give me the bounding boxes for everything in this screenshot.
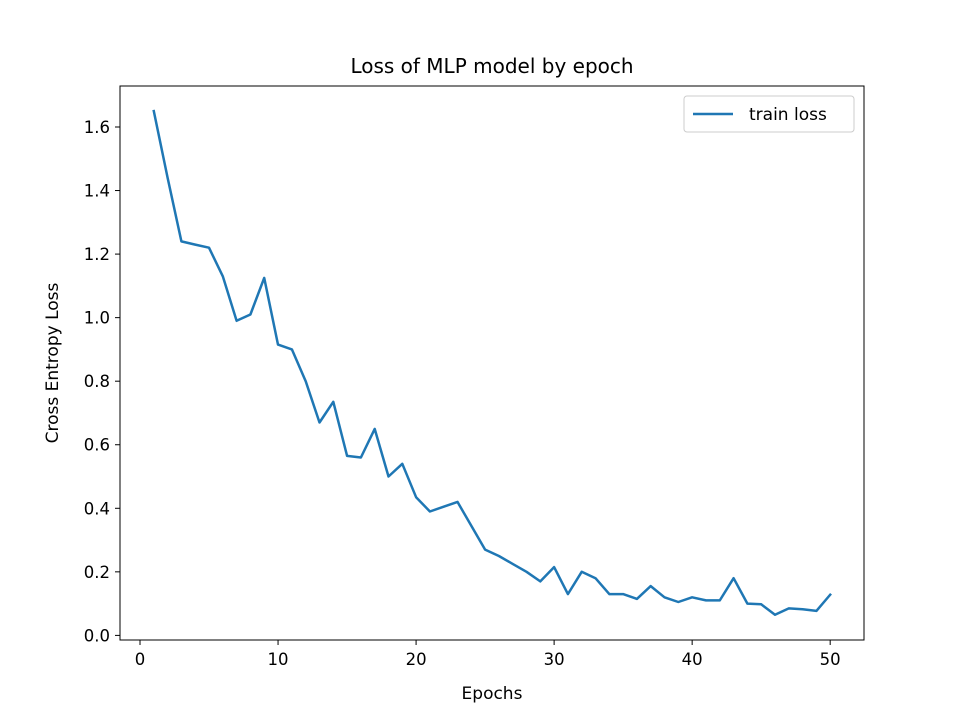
series-group (152, 109, 832, 616)
y-axis-ticks: 0.0 0.2 0.4 0.6 0.8 1.0 1.2 1.4 1.6 (84, 118, 120, 645)
y-tick-label: 0.4 (84, 499, 110, 518)
y-tick-label: 0.0 (84, 626, 110, 645)
x-tick-label: 20 (406, 650, 427, 669)
x-tick-label: 10 (268, 650, 289, 669)
y-axis-label: Cross Entropy Loss (43, 282, 63, 443)
series-line-train-loss (152, 109, 832, 616)
y-tick-label: 1.4 (84, 182, 110, 201)
y-tick-label: 1.2 (84, 245, 110, 264)
y-tick-label: 1.0 (84, 309, 110, 328)
legend-box (683, 95, 855, 133)
x-axis-label: Epochs (462, 684, 523, 704)
x-tick-label: 50 (820, 650, 841, 669)
x-tick-label: 0 (135, 650, 146, 669)
axes-frame (119, 85, 865, 641)
x-tick-label: 30 (544, 650, 565, 669)
legend: train loss (683, 95, 855, 133)
y-tick-label: 0.8 (84, 372, 110, 391)
chart-title: Loss of MLP model by epoch (350, 54, 633, 78)
plot-area (119, 85, 865, 641)
x-tick-label: 40 (682, 650, 703, 669)
y-tick-label: 1.6 (84, 118, 110, 137)
legend-label-train-loss: train loss (749, 105, 827, 125)
y-tick-label: 0.6 (84, 436, 110, 455)
y-tick-label: 0.2 (84, 563, 110, 582)
x-axis-ticks: 0 10 20 30 40 50 (135, 640, 841, 669)
